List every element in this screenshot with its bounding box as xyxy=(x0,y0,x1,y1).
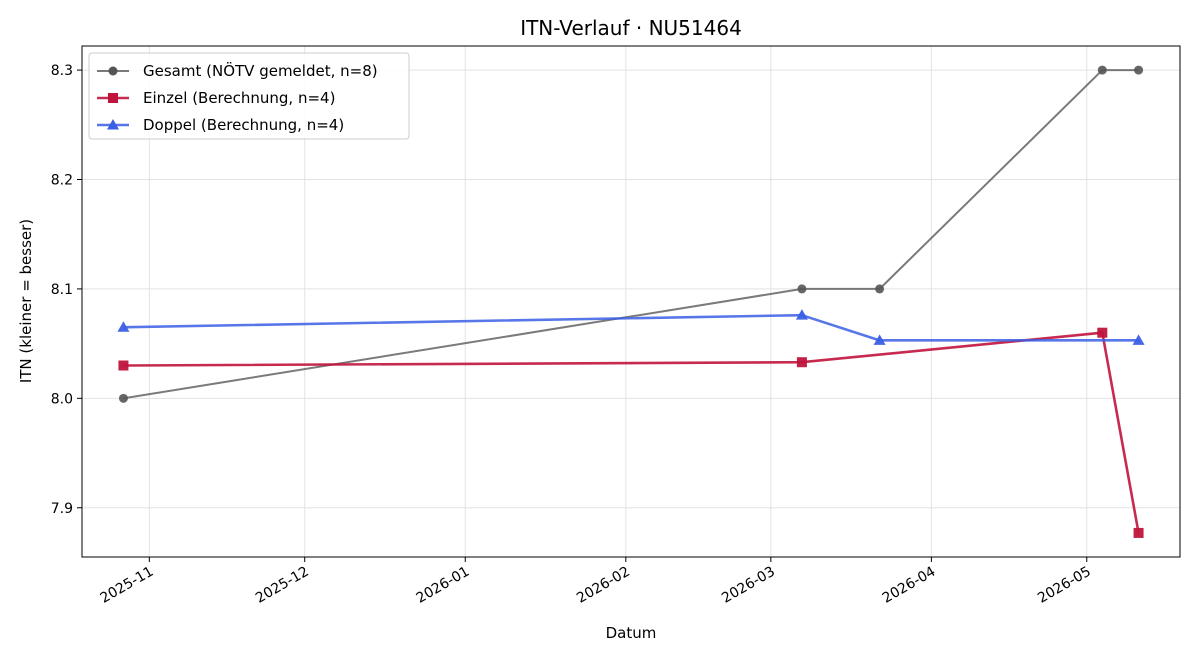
series-line xyxy=(123,313,1139,342)
data-point xyxy=(1097,327,1108,338)
series-1 xyxy=(118,65,1144,403)
legend-marker xyxy=(107,119,119,130)
y-axis-label: ITN (kleiner = besser) xyxy=(17,219,35,383)
legend: Gesamt (NÖTV gemeldet, n=8) Einzel (Berec… xyxy=(88,52,410,140)
data-point xyxy=(797,284,807,294)
data-point xyxy=(117,321,130,332)
legend-label: Gesamt (NÖTV gemeldet, n=8) xyxy=(143,61,378,80)
y-tick-label: 7.9 xyxy=(51,501,73,517)
y-tick-label: 8.2 xyxy=(51,172,73,188)
legend-label: Einzel (Berechnung, n=4) xyxy=(143,89,335,107)
data-point xyxy=(795,309,808,320)
series-line xyxy=(123,331,1140,534)
data-point xyxy=(875,284,885,294)
chart-title: ITN-Verlauf · NU51464 xyxy=(520,16,742,40)
plot-frame xyxy=(81,45,1181,558)
x-tick-label: 2026-02 xyxy=(574,564,633,607)
data-point xyxy=(796,357,807,368)
data-point xyxy=(118,360,129,371)
x-tick-label: 2026-05 xyxy=(1035,564,1094,607)
series-layer xyxy=(117,65,1145,538)
data-point xyxy=(1134,65,1144,75)
y-tick-label: 8.3 xyxy=(51,63,73,79)
legend-frame xyxy=(88,52,410,140)
series-3 xyxy=(117,309,1145,345)
data-point xyxy=(118,393,128,403)
x-tick-label: 2025-12 xyxy=(253,564,312,607)
x-tick-label: 2026-04 xyxy=(880,564,939,607)
legend-entry: Doppel (Berechnung, n=4) xyxy=(97,116,344,134)
legend-entry: Einzel (Berechnung, n=4) xyxy=(97,89,335,107)
legend-marker xyxy=(108,66,118,76)
data-point xyxy=(873,334,886,345)
legend-label: Doppel (Berechnung, n=4) xyxy=(143,116,344,134)
ticks: 2025-11 2025-12 2026-01 2026-02 2026-03 2026-… xyxy=(51,63,1094,607)
legend-marker xyxy=(108,93,118,103)
y-tick-label: 8.1 xyxy=(51,282,73,298)
data-point xyxy=(1133,527,1144,538)
legend-entry: Gesamt (NÖTV gemeldet, n=8) xyxy=(97,61,378,80)
x-axis-label: Datum xyxy=(606,624,657,642)
series-2 xyxy=(118,327,1144,538)
x-tick-label: 2025-11 xyxy=(98,564,157,607)
x-tick-label: 2026-03 xyxy=(719,564,778,607)
x-tick-label: 2026-01 xyxy=(414,564,473,607)
y-tick-label: 8.0 xyxy=(51,391,73,407)
data-point xyxy=(1132,334,1145,345)
data-point xyxy=(1097,65,1107,75)
